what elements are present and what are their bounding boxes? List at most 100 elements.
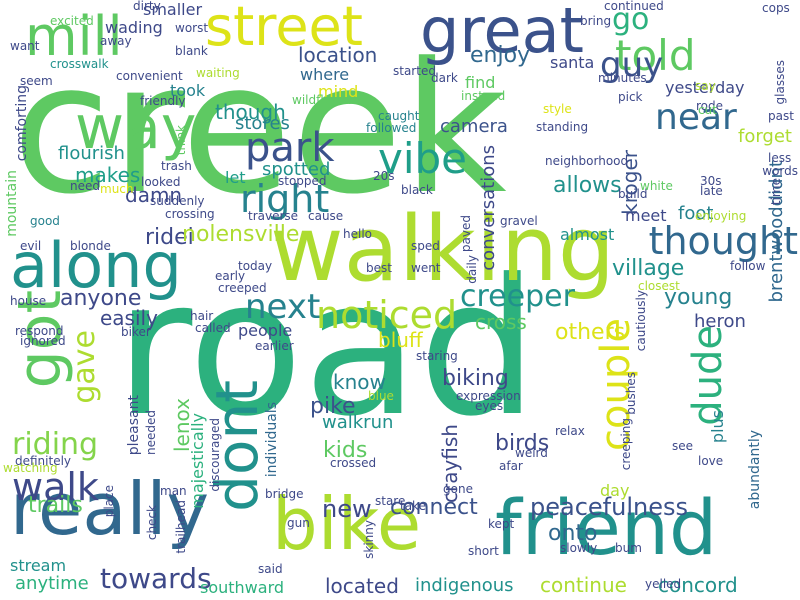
word-need: need [70,179,100,193]
word-easily: easily [100,306,158,330]
word-kids: kids [323,438,368,463]
word-short: short [468,544,499,558]
word-late: late [700,184,723,198]
word-creeping: creeping [619,418,633,471]
word-take: take [400,499,426,513]
word-worst: worst [175,21,209,35]
word-towards: towards [100,562,212,595]
word-continued: continued [604,0,664,13]
word-suddenly: suddenly [150,194,205,208]
word-go: go [612,2,650,37]
word-location: location [298,43,378,67]
word-stream: stream [10,556,67,575]
word-earlier: earlier [255,339,294,353]
word-want: want [10,39,40,53]
word-went: went [411,261,441,275]
word-bluff: bluff [378,328,423,352]
word-vibe: vibe [378,134,468,183]
word-see: see [672,439,694,453]
word-say: say [695,79,716,93]
word-though: though [215,100,286,124]
word-cops: cops [762,1,790,15]
word-trails: trails [28,493,83,518]
word-makes: makes [75,163,141,187]
word-traverse: traverse [248,209,299,223]
word-stores: stores [235,113,290,134]
word-closest: closest [638,279,680,293]
word-thought: thought [648,219,798,263]
word-located: located [325,574,399,598]
word-crossing: crossing [165,207,215,221]
word-evil: evil [20,239,42,253]
word-meet: meet [625,206,667,225]
word-concord: concord [658,573,738,597]
word-stopped: stopped [278,174,327,188]
word-bum: bum [615,541,642,555]
word-gun: gun [287,516,310,530]
word-respond: respond [15,324,64,338]
word-young: young [664,285,733,310]
word-where: where [300,65,350,84]
word-people: people [238,321,293,340]
word-wading: wading [105,18,163,37]
word-way: way [75,93,197,163]
word-man: man [160,484,187,498]
word-santa: santa [550,53,595,72]
word-indigenous: indigenous [415,575,514,596]
word-heron: heron [694,311,746,332]
word-know: know [333,370,386,394]
word-bushes: bushes [624,372,638,415]
word-yelled: yelled [645,577,682,591]
word-caught: caught [378,109,420,123]
word-paved: paved [459,215,473,253]
word-words: words [762,164,798,178]
word-walking: walking [270,197,616,302]
word-relax: relax [555,424,585,438]
word-near: near [655,97,737,138]
word-needed: needed [144,410,158,455]
word-smaller: smaller [143,0,203,19]
word-away: away [100,34,132,48]
word-much: much [100,182,134,196]
word-30s: 30s [700,174,722,188]
word-southward: southward [200,578,285,597]
word-crossed: crossed [330,456,377,470]
word-mountain: mountain [4,170,20,237]
word-ridei: ridei [145,225,194,250]
word-stare: stare [375,494,406,508]
word-eyes: eyes [475,399,504,413]
word-pike: pike [310,394,356,419]
word-20s: 20s [373,169,395,183]
word-time: time [769,178,783,206]
word-mind: mind [318,82,359,101]
word-watching: watching [3,461,58,475]
word-mill: mill [25,5,123,68]
word-gone: gone [443,482,473,496]
word-white: white [640,179,673,193]
word-creeped: creeped [218,281,267,295]
word-forget: forget [738,126,792,147]
word-weird: weird [515,446,548,460]
word-abundantly: abundantly [747,430,763,510]
word-instead: instead [461,89,506,103]
word-bring: bring [580,14,612,28]
word-really: really [10,467,210,551]
word-place: place [102,485,116,518]
word-pick: pick [618,90,643,104]
word-best: best [366,261,392,275]
word-biker: biker [121,325,151,339]
word-right: right [240,177,330,221]
word-allows: allows [553,173,622,198]
word-staring: staring [416,349,458,363]
word-less: less [768,151,792,165]
word-afar: afar [499,459,523,473]
word-build: build [618,187,648,201]
word-started: started [393,64,436,78]
word-took: took [170,81,206,100]
word-crosswalk: crosswalk [50,57,109,71]
word-kept: kept [488,517,515,531]
word-cut: cut [698,103,717,117]
word-majestically: majestically [188,413,207,509]
word-village: village [612,256,685,281]
